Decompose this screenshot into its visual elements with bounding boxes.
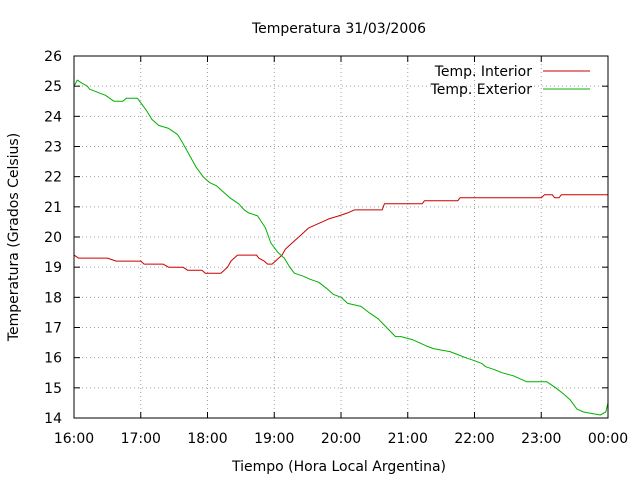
y-tick-label: 14	[44, 411, 62, 427]
legend-label-interior: Temp. Interior	[434, 64, 533, 80]
y-tick-label: 23	[44, 140, 62, 156]
x-tick-label: 23:00	[521, 431, 561, 447]
y-axis-label: Temperatura (Grados Celsius)	[6, 133, 22, 342]
y-tick-label: 16	[44, 351, 62, 367]
y-tick-label: 15	[44, 381, 62, 397]
x-axis-label: Tiempo (Hora Local Argentina)	[231, 459, 446, 475]
series-line-interior	[73, 194, 608, 274]
chart-title: Temperatura 31/03/2006	[251, 21, 426, 37]
x-tick-label: 20:00	[321, 431, 361, 447]
x-tick-label: 16:00	[54, 431, 94, 447]
legend-label-exterior: Temp. Exterior	[430, 82, 533, 98]
plot-frame	[73, 55, 609, 419]
y-tick-label: 25	[44, 79, 62, 95]
x-tick-label: 00:00	[588, 431, 628, 447]
x-tick-label: 21:00	[388, 431, 428, 447]
y-tick-label: 24	[44, 109, 62, 125]
y-tick-label: 18	[44, 290, 62, 306]
x-tick-label: 17:00	[121, 431, 161, 447]
y-tick-label: 20	[44, 230, 62, 246]
x-tick-label: 22:00	[454, 431, 494, 447]
legend: Temp. Interior Temp. Exterior	[430, 64, 590, 98]
series-layer	[73, 79, 609, 416]
y-tick-label: 17	[44, 321, 62, 337]
grid-layer	[74, 56, 608, 418]
x-tick-label: 18:00	[187, 431, 227, 447]
y-tick-label: 22	[44, 170, 62, 186]
x-tick-label: 19:00	[254, 431, 294, 447]
y-tick-label: 21	[44, 200, 62, 216]
x-axis-layer: 16:00 17:00 18:00 19:00 20:00 21:00 22:00 23:00…	[54, 56, 628, 447]
y-tick-label: 26	[44, 49, 62, 65]
y-tick-label: 19	[44, 260, 62, 276]
series-line-exterior	[73, 79, 609, 416]
